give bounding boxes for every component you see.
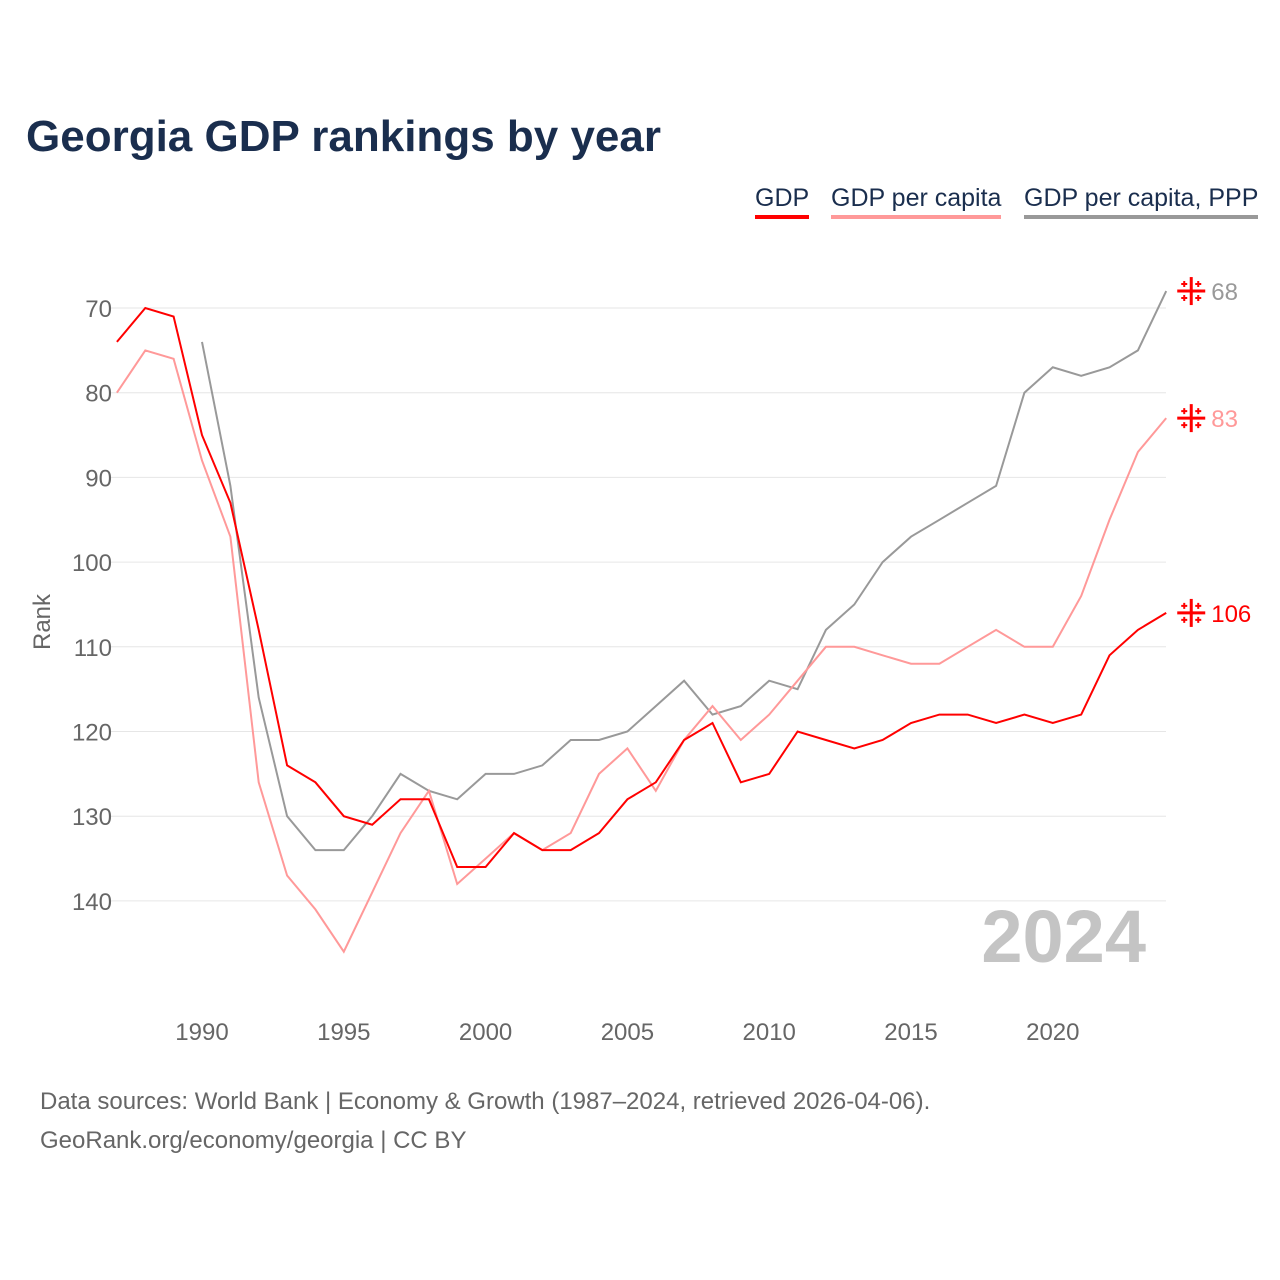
y-axis-label: Rank bbox=[29, 593, 56, 650]
y-tick-label: 70 bbox=[85, 296, 112, 323]
georgia-flag-icon bbox=[1177, 404, 1206, 433]
georgia-flag-icon bbox=[1177, 598, 1206, 627]
x-tick-label: 2005 bbox=[601, 1019, 654, 1046]
legend-gdp[interactable]: GDP bbox=[755, 184, 810, 219]
end-value-label: 106 bbox=[1211, 601, 1251, 628]
series-line bbox=[116, 306, 1167, 868]
y-tick-label: 90 bbox=[85, 465, 112, 492]
end-value-label: 83 bbox=[1211, 406, 1238, 433]
legend-gdp-per-capita[interactable]: GDP per capita bbox=[831, 184, 1002, 219]
x-tick-label: 1990 bbox=[175, 1019, 228, 1046]
x-tick-label: 2000 bbox=[459, 1019, 512, 1046]
series-line bbox=[201, 290, 1168, 852]
x-tick-label: 2015 bbox=[884, 1019, 937, 1046]
end-value-label: 68 bbox=[1211, 279, 1238, 306]
y-tick-label: 120 bbox=[72, 720, 112, 747]
y-tick-label: 110 bbox=[74, 635, 112, 662]
footer-credit: GeoRank.org/economy/georgia | CC BY bbox=[40, 1127, 467, 1154]
x-tick-label: 1995 bbox=[317, 1019, 370, 1046]
georgia-flag-icon bbox=[1177, 277, 1206, 306]
x-tick-label: 2020 bbox=[1026, 1019, 1079, 1046]
y-tick-label: 80 bbox=[85, 381, 112, 408]
chart-title: Georgia GDP rankings by year bbox=[26, 112, 661, 161]
y-tick-label: 140 bbox=[72, 889, 112, 916]
y-tick-label: 130 bbox=[72, 804, 112, 831]
y-tick-label: 100 bbox=[72, 550, 112, 577]
x-tick-label: 2010 bbox=[743, 1019, 796, 1046]
year-watermark: 2024 bbox=[981, 895, 1146, 978]
footer-sources: Data sources: World Bank | Economy & Gro… bbox=[40, 1088, 931, 1115]
series-line bbox=[116, 349, 1167, 954]
legend-gdp-ppp[interactable]: GDP per capita, PPP bbox=[1024, 184, 1259, 219]
